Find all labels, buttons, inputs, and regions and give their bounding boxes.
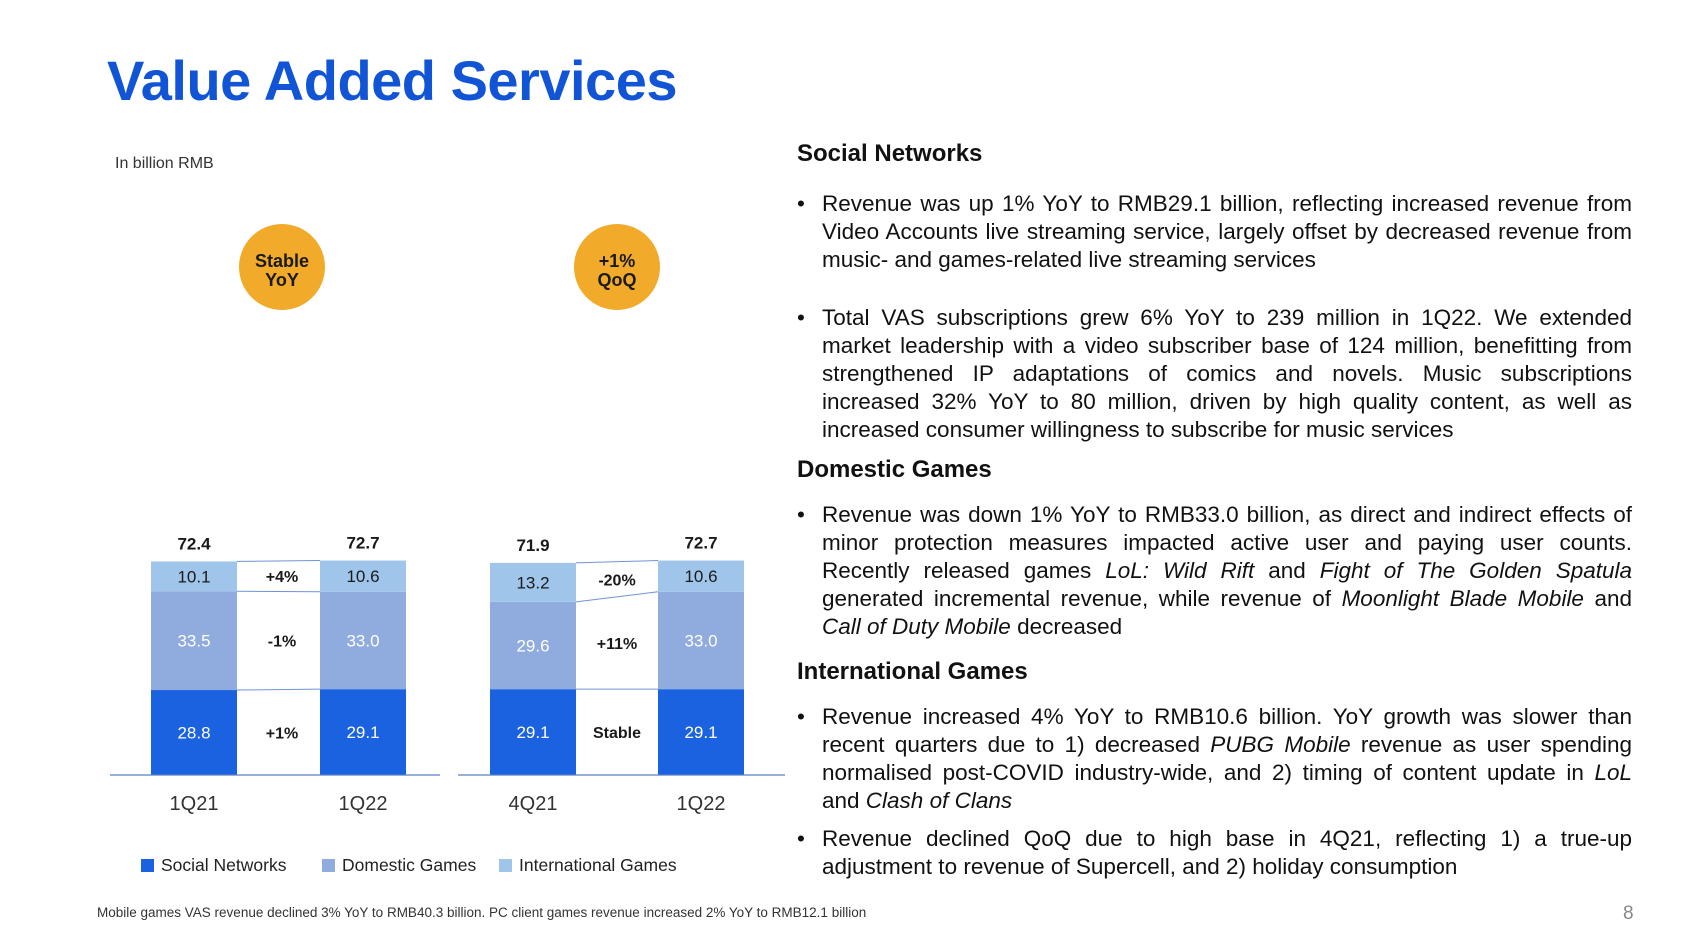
domestic-bullets: Revenue was down 1% YoY to RMB33.0 billi… bbox=[797, 501, 1632, 641]
game-title: LoL bbox=[1594, 760, 1632, 785]
page-number: 8 bbox=[1623, 903, 1634, 924]
international-bullets-2: Revenue declined QoQ due to high base in… bbox=[797, 825, 1632, 881]
bar-segment bbox=[658, 591, 744, 690]
connector-line bbox=[236, 688, 321, 691]
badge-text-1: +1% bbox=[599, 251, 636, 271]
connector-line bbox=[236, 590, 321, 593]
connector-line bbox=[236, 560, 321, 562]
badge-text-2: QoQ bbox=[598, 270, 637, 290]
total-label: 72.7 bbox=[684, 534, 717, 553]
bar-segment bbox=[658, 689, 744, 775]
game-title: LoL: Wild Rift bbox=[1105, 558, 1255, 583]
legend-swatch-international bbox=[499, 859, 512, 872]
total-label: 72.4 bbox=[177, 534, 211, 553]
bar-segment bbox=[151, 690, 237, 775]
category-label: 1Q22 bbox=[677, 793, 726, 815]
badge-circle bbox=[574, 224, 660, 310]
text-run: Revenue was down 1% YoY to RMB33.0 billi… bbox=[822, 502, 1632, 583]
bar-segment bbox=[320, 560, 406, 592]
bar-segment bbox=[151, 561, 237, 592]
change-label: -1% bbox=[268, 634, 296, 651]
bar-segment bbox=[490, 562, 576, 602]
game-title: Fight of The Golden Spatula bbox=[1319, 558, 1633, 583]
badge-circle bbox=[239, 224, 325, 310]
social-bullets-2: Total VAS subscriptions grew 6% YoY to 2… bbox=[797, 304, 1632, 444]
domestic-bullet-1: Revenue was down 1% YoY to RMB33.0 billi… bbox=[797, 501, 1632, 641]
text-run: decreased bbox=[1010, 614, 1123, 639]
legend-international: International Games bbox=[499, 855, 677, 876]
text-run: and bbox=[1254, 558, 1320, 583]
change-label: +1% bbox=[266, 725, 298, 742]
badge-text-1: Stable bbox=[255, 251, 309, 271]
bar-segment bbox=[151, 591, 237, 691]
data-label: 29.1 bbox=[684, 723, 717, 742]
change-label: +4% bbox=[266, 569, 298, 586]
international-bullet-2: Revenue declined QoQ due to high base in… bbox=[797, 825, 1632, 881]
category-label: 1Q21 bbox=[170, 793, 219, 815]
social-bullet-2: Total VAS subscriptions grew 6% YoY to 2… bbox=[797, 304, 1632, 444]
data-label: 29.1 bbox=[346, 723, 379, 742]
international-heading: International Games bbox=[797, 658, 1028, 685]
social-bullet-1: Revenue was up 1% YoY to RMB29.1 billion… bbox=[797, 190, 1632, 274]
data-label: 13.2 bbox=[516, 573, 549, 592]
international-bullet-1: Revenue increased 4% YoY to RMB10.6 bill… bbox=[797, 703, 1632, 815]
legend-domestic: Domestic Games bbox=[322, 855, 476, 876]
total-label: 72.7 bbox=[346, 534, 379, 553]
unit-label: In billion RMB bbox=[115, 155, 214, 172]
legend-label-social: Social Networks bbox=[161, 855, 287, 875]
change-label: -20% bbox=[598, 572, 635, 589]
vas-revenue-chart: StableYoY28.833.510.172.41Q2129.133.010.… bbox=[110, 224, 785, 815]
text-run: revenue as user spending normalised post… bbox=[822, 732, 1633, 785]
game-title: PUBG Mobile bbox=[1210, 732, 1351, 757]
data-label: 29.1 bbox=[516, 723, 549, 742]
connector-line bbox=[575, 560, 659, 564]
footnote: Mobile games VAS revenue declined 3% YoY… bbox=[97, 905, 867, 920]
data-label: 33.0 bbox=[684, 631, 717, 650]
game-title: Clash of Clans bbox=[865, 788, 1013, 813]
bar-segment bbox=[658, 560, 744, 592]
data-label: 33.0 bbox=[346, 631, 379, 650]
badge-text-2: YoY bbox=[265, 270, 299, 290]
game-title: Call of Duty Mobile bbox=[822, 614, 1011, 639]
data-label: 28.8 bbox=[177, 724, 210, 743]
legend-label-domestic: Domestic Games bbox=[342, 855, 477, 875]
connector-line bbox=[575, 591, 659, 603]
text-run: and bbox=[1583, 586, 1632, 611]
social-bullets: Revenue was up 1% YoY to RMB29.1 billion… bbox=[797, 190, 1632, 274]
social-heading: Social Networks bbox=[797, 140, 983, 167]
category-label: 4Q21 bbox=[509, 793, 558, 815]
text-run: generated incremental revenue, while rev… bbox=[822, 586, 1342, 611]
text-run: and bbox=[822, 788, 866, 813]
data-label: 10.6 bbox=[346, 567, 379, 586]
data-label: 29.6 bbox=[516, 636, 549, 655]
total-label: 71.9 bbox=[516, 536, 549, 555]
page-title: Value Added Services bbox=[107, 49, 678, 112]
legend-label-international: International Games bbox=[519, 855, 677, 875]
bar-segment bbox=[320, 591, 406, 690]
legend-swatch-domestic bbox=[322, 859, 335, 872]
data-label: 10.1 bbox=[177, 567, 210, 586]
legend-social: Social Networks bbox=[141, 855, 286, 876]
legend-swatch-social bbox=[141, 859, 154, 872]
text-run: Revenue increased 4% YoY to RMB10.6 bill… bbox=[822, 704, 1632, 757]
bar-segment bbox=[490, 689, 576, 775]
bar-segment bbox=[320, 689, 406, 775]
category-label: 1Q22 bbox=[339, 793, 388, 815]
data-label: 33.5 bbox=[177, 632, 210, 651]
change-label: +11% bbox=[597, 636, 637, 653]
change-label: Stable bbox=[593, 725, 641, 742]
bar-segment bbox=[490, 601, 576, 690]
data-label: 10.6 bbox=[684, 567, 717, 586]
game-title: Moonlight Blade Mobile bbox=[1341, 586, 1584, 611]
domestic-heading: Domestic Games bbox=[797, 456, 992, 483]
international-bullets: Revenue increased 4% YoY to RMB10.6 bill… bbox=[797, 703, 1632, 815]
